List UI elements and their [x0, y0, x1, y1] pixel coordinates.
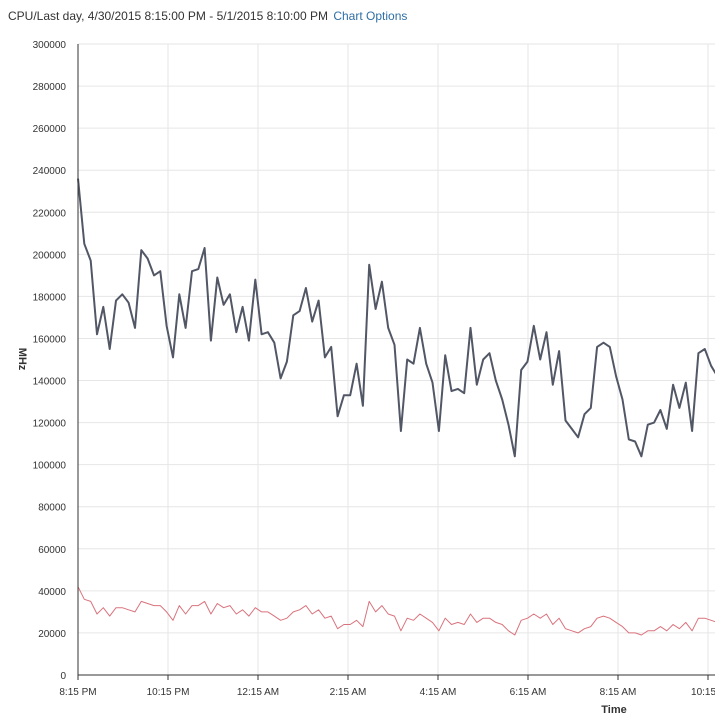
x-tick-label: 2:15 AM	[330, 687, 367, 698]
chart-title: CPU/Last day, 4/30/2015 8:15:00 PM - 5/1…	[8, 9, 328, 23]
x-tick-label: 6:15 AM	[510, 687, 547, 698]
y-tick-label: 260000	[33, 124, 67, 135]
series-line-primary	[77, 178, 715, 458]
y-tick-label: 20000	[38, 629, 66, 640]
x-axis-label: Time	[601, 704, 626, 715]
x-tick-label: 10:15 PM	[147, 687, 190, 698]
y-tick-label: 300000	[33, 40, 67, 51]
grid-lines	[77, 43, 715, 676]
y-tick-label: 0	[60, 671, 66, 682]
y-tick-label: 100000	[33, 461, 67, 472]
chart-options-link[interactable]: Chart Options	[333, 9, 408, 23]
y-tick-label: 180000	[33, 292, 67, 303]
series-lines	[77, 178, 715, 636]
x-tick-label: 8:15 AM	[600, 687, 637, 698]
y-tick-label: 140000	[33, 377, 67, 388]
axes: 0 20000 40000 60000 80000 100000 120000 140000 1…	[33, 40, 715, 698]
x-tick-label: 10:15 A	[691, 687, 715, 698]
series-line-secondary	[77, 586, 715, 636]
x-tick-label: 4:15 AM	[420, 687, 457, 698]
x-tick-label: 12:15 AM	[237, 687, 279, 698]
y-tick-label: 220000	[33, 208, 67, 219]
y-tick-label: 80000	[38, 503, 66, 514]
y-axis-label: MHz	[16, 348, 28, 371]
y-tick-label: 120000	[33, 419, 67, 430]
y-tick-label: 280000	[33, 82, 67, 93]
y-tick-label: 240000	[33, 166, 67, 177]
chart-header: CPU/Last day, 4/30/2015 8:15:00 PM - 5/1…	[8, 9, 407, 23]
y-tick-label: 160000	[33, 334, 67, 345]
y-tick-label: 40000	[38, 587, 66, 598]
y-tick-label: 200000	[33, 250, 67, 261]
x-tick-label: 8:15 PM	[59, 687, 96, 698]
y-tick-label: 60000	[38, 545, 66, 556]
